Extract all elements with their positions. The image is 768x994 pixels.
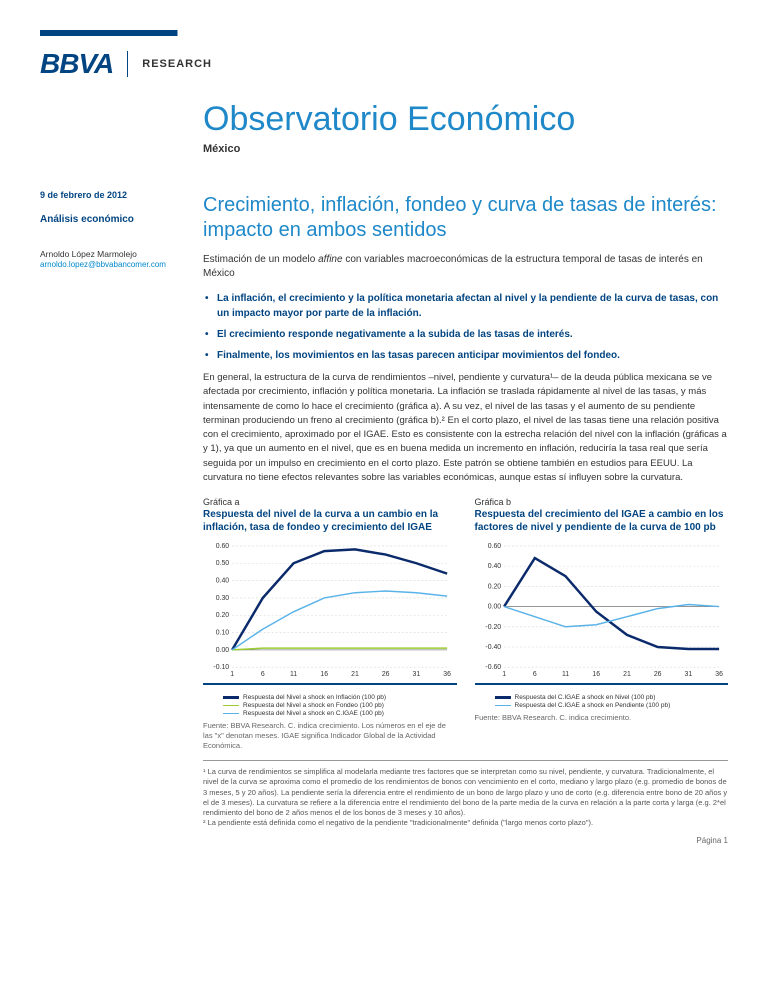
bullet-item: El crecimiento responde negativamente a … [203,327,728,342]
chart-a-title: Respuesta del nivel de la curva a un cam… [203,508,457,534]
svg-text:0.40: 0.40 [216,578,230,585]
svg-text:21: 21 [623,671,631,678]
svg-text:31: 31 [413,671,421,678]
chart-b-svg: -0.60-0.40-0.200.000.200.400.60161116212… [475,540,729,685]
svg-text:0.60: 0.60 [487,543,501,550]
svg-text:0.30: 0.30 [216,595,230,602]
footnote-divider [203,760,728,761]
svg-text:1: 1 [502,671,506,678]
svg-text:-0.20: -0.20 [485,624,501,631]
svg-text:26: 26 [653,671,661,678]
svg-text:36: 36 [443,671,451,678]
svg-text:0.40: 0.40 [487,563,501,570]
bullet-list: La inflación, el crecimiento y la políti… [203,291,728,363]
chart-a-legend: Respuesta del Nivel a shock en Inflación… [203,694,457,717]
svg-text:16: 16 [320,671,328,678]
author-name: Arnoldo López Marmolejo [40,249,175,260]
svg-text:0.00: 0.00 [216,647,230,654]
chart-b-source: Fuente: BBVA Research. C. indica crecimi… [475,713,729,723]
sidebar: 9 de febrero de 2012 Análisis económico … [40,100,175,845]
article-subtitle: Estimación de un modelo affine con varia… [203,253,728,281]
svg-text:1: 1 [230,671,234,678]
section-label: Análisis económico [40,214,175,225]
header-divider [127,51,128,77]
svg-text:0.20: 0.20 [487,583,501,590]
svg-text:6: 6 [532,671,536,678]
svg-text:0.60: 0.60 [216,543,230,550]
footnote-1: ¹ La curva de rendimientos se simplifica… [203,767,728,818]
top-accent-bar [40,30,728,36]
subtitle-pre: Estimación de un modelo [203,254,318,265]
svg-text:0.10: 0.10 [216,630,230,637]
country: México [203,143,728,155]
svg-text:21: 21 [351,671,359,678]
chart-b-legend: Respuesta del C.IGAE a shock en Nivel (1… [475,694,729,709]
charts-row: Gráfica a Respuesta del nivel de la curv… [203,497,728,750]
svg-text:-0.10: -0.10 [213,664,229,671]
page-number: Página 1 [203,836,728,845]
doc-title: Observatorio Económico [203,100,728,139]
chart-a-svg: -0.100.000.100.200.300.400.500.601611162… [203,540,457,685]
chart-b-title: Respuesta del crecimiento del IGAE a cam… [475,508,729,534]
svg-text:11: 11 [290,671,297,678]
header: BBVA RESEARCH [40,48,728,80]
research-label: RESEARCH [142,58,212,70]
svg-text:0.50: 0.50 [216,560,230,567]
body-paragraph: En general, la estructura de la curva de… [203,371,728,485]
svg-text:26: 26 [382,671,390,678]
chart-a-label: Gráfica a [203,497,457,507]
content: Observatorio Económico México Crecimient… [203,100,728,845]
svg-text:0.20: 0.20 [216,612,230,619]
svg-text:31: 31 [684,671,692,678]
bbva-logo: BBVA [40,48,113,80]
chart-b: Gráfica b Respuesta del crecimiento del … [475,497,729,750]
chart-a: Gráfica a Respuesta del nivel de la curv… [203,497,457,750]
subtitle-em: affine [318,254,342,265]
article-title: Crecimiento, inflación, fondeo y curva d… [203,193,728,243]
svg-text:-0.40: -0.40 [485,644,501,651]
publish-date: 9 de febrero de 2012 [40,190,175,200]
author-email: arnoldo.lopez@bbvabancomer.com [40,260,175,270]
svg-text:0.00: 0.00 [487,604,501,611]
chart-a-source: Fuente: BBVA Research. C. indica crecimi… [203,721,457,750]
author-block: Arnoldo López Marmolejo arnoldo.lopez@bb… [40,249,175,270]
bullet-item: La inflación, el crecimiento y la políti… [203,291,728,321]
svg-text:11: 11 [561,671,568,678]
svg-text:16: 16 [592,671,600,678]
footnote-2: ² La pendiente está definida como el neg… [203,818,728,828]
bullet-item: Finalmente, los movimientos en las tasas… [203,348,728,363]
svg-text:36: 36 [715,671,723,678]
svg-text:6: 6 [261,671,265,678]
logo-text: BBVA [40,48,113,80]
svg-text:-0.60: -0.60 [485,664,501,671]
footnotes: ¹ La curva de rendimientos se simplifica… [203,767,728,828]
chart-b-label: Gráfica b [475,497,729,507]
